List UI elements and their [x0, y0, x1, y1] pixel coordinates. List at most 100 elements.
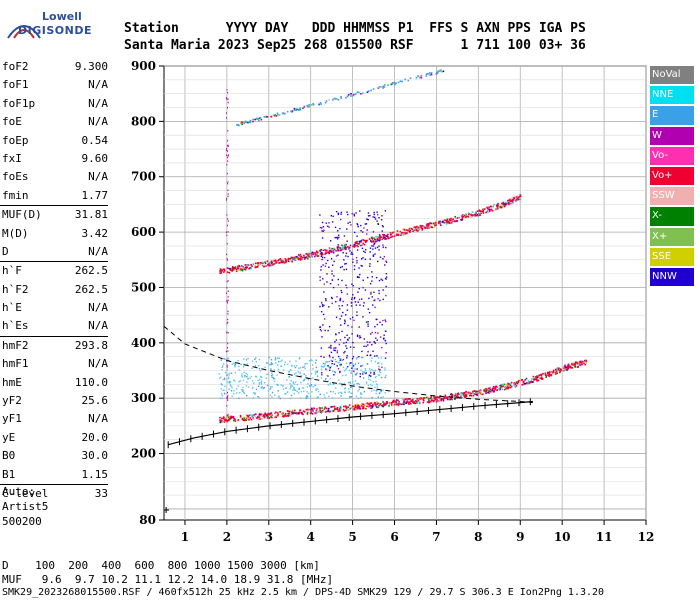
echo-dot [270, 415, 272, 418]
echo-dot [320, 410, 323, 413]
echo-dot [219, 420, 222, 423]
echo-dot [513, 384, 515, 387]
echo-dot [323, 365, 326, 368]
echo-dot [487, 387, 490, 390]
echo-dot [281, 259, 284, 262]
echo-dot [455, 219, 458, 222]
echo-dot [227, 98, 229, 100]
echo-dot [381, 366, 383, 369]
param-value: 9.60 [81, 151, 109, 165]
echo-dot [331, 273, 333, 275]
param-row: yF2 25.6 [0, 392, 114, 410]
echo-dot [277, 259, 279, 262]
echo-dot [249, 119, 252, 122]
echo-dot [362, 356, 364, 359]
echo-dot [323, 229, 325, 232]
echo-dot [471, 214, 474, 217]
param-key: h`F [2, 264, 22, 278]
echo-dot [360, 365, 362, 367]
echo-dot [350, 224, 352, 226]
echo-dot [356, 245, 358, 247]
echo-dot [234, 265, 237, 268]
echo-dot [340, 289, 342, 292]
echo-dot [232, 379, 235, 381]
echo-dot [369, 402, 371, 405]
echo-dot [271, 372, 273, 374]
x-tick-label: 1 [181, 530, 189, 544]
echo-dot [332, 391, 335, 393]
echo-dot [258, 358, 261, 361]
echo-dot [265, 413, 268, 416]
echo-dot [272, 114, 275, 117]
echo-dot [480, 210, 483, 213]
echo-dot [259, 413, 261, 415]
echo-dot [279, 411, 281, 413]
echo-dot [381, 238, 383, 241]
echo-dot [375, 380, 377, 383]
echo-dot [267, 373, 270, 376]
echo-dot [341, 384, 343, 387]
echo-dot [570, 367, 573, 369]
echo-dot [549, 373, 551, 376]
echo-dot [364, 223, 367, 225]
echo-dot [238, 264, 241, 267]
echo-dot [327, 375, 329, 377]
echo-dot [228, 382, 231, 384]
echo-dot [281, 413, 284, 416]
echo-dot [436, 396, 438, 399]
echo-dot [337, 278, 340, 281]
echo-dot [435, 220, 437, 223]
echo-dot [345, 367, 348, 370]
echo-dot [544, 374, 547, 376]
echo-dot [576, 362, 579, 365]
echo-dot [271, 396, 273, 398]
echo-dot [221, 397, 223, 399]
echo-dot [377, 362, 379, 365]
echo-dot [339, 266, 342, 269]
echo-dot [226, 172, 228, 175]
echo-dot [446, 397, 449, 399]
echo-dot [299, 357, 301, 359]
echo-dot [500, 205, 503, 208]
x-tick-label: 8 [474, 530, 482, 544]
echo-dot [374, 386, 376, 388]
echo-dot [380, 389, 382, 392]
echo-dot [279, 397, 281, 400]
echo-dot [328, 395, 330, 398]
echo-dot [289, 382, 291, 385]
echo-dot [361, 265, 363, 267]
auto-version: 500200 [2, 515, 42, 528]
echo-dot [241, 121, 243, 124]
echo-dot [285, 260, 288, 263]
echo-dot [467, 212, 470, 214]
echo-dot [243, 392, 246, 394]
echo-dot [352, 363, 354, 365]
echo-dot [306, 397, 308, 399]
echo-dot [243, 419, 246, 422]
echo-dot [331, 251, 333, 253]
echo-dot [346, 366, 349, 368]
echo-dot [501, 388, 504, 391]
echo-dot [229, 381, 232, 383]
echo-dot [401, 402, 404, 405]
echo-dot [340, 315, 343, 317]
echo-dot [233, 417, 235, 420]
echo-dot [317, 396, 319, 399]
echo-dot [327, 407, 330, 410]
echo-dot [271, 416, 273, 419]
echo-dot [375, 276, 378, 279]
echo-dot [317, 103, 320, 106]
echo-dot [232, 393, 235, 395]
legend-item-sse: SSE [650, 247, 694, 266]
echo-dot [383, 235, 385, 238]
station-header: Station YYYY DAY DDD HHMMSS P1 FFS S AXN… [124, 20, 586, 54]
echo-dot [381, 215, 383, 217]
echo-dot [345, 362, 348, 364]
echo-dot [366, 405, 368, 408]
echo-dot [417, 226, 419, 229]
echo-dot [344, 405, 347, 408]
param-row: fxI 9.60 [0, 150, 114, 168]
echo-dot [397, 399, 399, 402]
echo-dot [224, 371, 227, 374]
echo-dot [405, 398, 407, 401]
